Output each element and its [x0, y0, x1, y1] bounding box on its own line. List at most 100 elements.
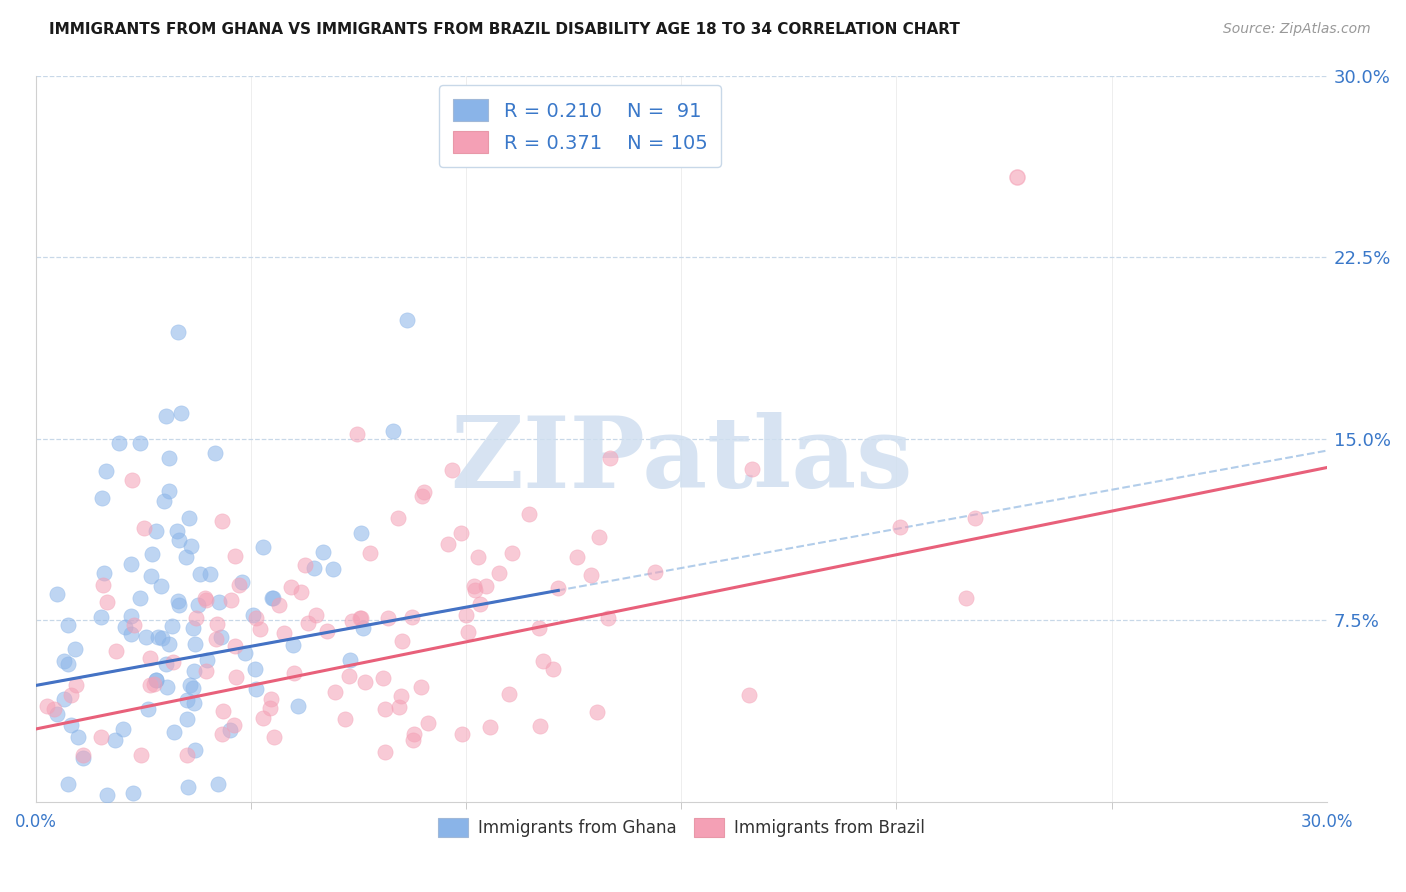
- Point: [451, 727, 474, 741]
- Point: [529, 719, 551, 733]
- Point: [586, 705, 609, 719]
- Point: [60, 688, 83, 702]
- Point: [204, 446, 226, 460]
- Point: [644, 565, 666, 579]
- Text: Source: ZipAtlas.com: Source: ZipAtlas.com: [1223, 22, 1371, 37]
- Point: [290, 585, 312, 599]
- Text: IMMIGRANTS FROM GHANA VS IMMIGRANTS FROM BRAZIL DISABILITY AGE 18 TO 34 CORRELAT: IMMIGRANTS FROM GHANA VS IMMIGRANTS FROM…: [49, 22, 960, 37]
- Point: [450, 526, 472, 541]
- Point: [152, 494, 174, 508]
- Point: [96, 595, 118, 609]
- Point: [44, 702, 66, 716]
- Point: [245, 611, 267, 625]
- Point: [322, 562, 344, 576]
- Point: [287, 698, 309, 713]
- Point: [122, 786, 145, 800]
- Point: [145, 673, 167, 687]
- Point: [72, 747, 94, 762]
- Point: [531, 654, 554, 668]
- Point: [96, 788, 118, 802]
- Point: [174, 549, 197, 564]
- Point: [262, 591, 284, 605]
- Point: [207, 595, 229, 609]
- Point: [374, 702, 396, 716]
- Point: [155, 409, 177, 424]
- Point: [190, 567, 212, 582]
- Point: [194, 592, 217, 607]
- Point: [437, 537, 460, 551]
- Point: [1005, 170, 1028, 185]
- Point: [475, 578, 498, 592]
- Point: [212, 704, 235, 718]
- Point: [316, 624, 339, 638]
- Point: [478, 720, 501, 734]
- Point: [205, 632, 228, 646]
- Point: [464, 582, 486, 597]
- Point: [741, 461, 763, 475]
- Point: [157, 450, 180, 465]
- Point: [411, 680, 433, 694]
- Point: [263, 730, 285, 744]
- Point: [96, 464, 118, 478]
- Point: [107, 436, 129, 450]
- Point: [162, 656, 184, 670]
- Point: [323, 684, 346, 698]
- Point: [402, 732, 425, 747]
- Point: [141, 547, 163, 561]
- Point: [269, 598, 291, 612]
- Point: [219, 593, 242, 607]
- Point: [65, 641, 87, 656]
- Point: [381, 424, 404, 438]
- Point: [245, 681, 267, 696]
- Point: [176, 712, 198, 726]
- Point: [155, 657, 177, 671]
- Point: [235, 646, 257, 660]
- Point: [294, 558, 316, 572]
- Point: [72, 751, 94, 765]
- Point: [377, 611, 399, 625]
- Point: [457, 625, 479, 640]
- Point: [305, 607, 328, 622]
- Point: [224, 718, 246, 732]
- Point: [565, 549, 588, 564]
- Point: [145, 673, 167, 688]
- Point: [596, 610, 619, 624]
- Point: [249, 622, 271, 636]
- Point: [501, 546, 523, 560]
- Point: [463, 579, 485, 593]
- Point: [166, 524, 188, 538]
- Point: [121, 473, 143, 487]
- Point: [224, 639, 246, 653]
- Point: [120, 626, 142, 640]
- Point: [169, 599, 191, 613]
- Point: [67, 731, 90, 745]
- Point: [211, 727, 233, 741]
- Point: [194, 664, 217, 678]
- Point: [141, 569, 163, 583]
- Point: [143, 677, 166, 691]
- Point: [401, 610, 423, 624]
- Point: [225, 669, 247, 683]
- Point: [132, 521, 155, 535]
- Point: [302, 561, 325, 575]
- Point: [396, 313, 419, 327]
- Point: [184, 743, 207, 757]
- Point: [889, 520, 911, 534]
- Text: ZIPatlas: ZIPatlas: [450, 412, 912, 508]
- Point: [56, 777, 79, 791]
- Point: [157, 483, 180, 498]
- Point: [198, 566, 221, 581]
- Point: [387, 511, 409, 525]
- Point: [467, 550, 489, 565]
- Point: [183, 664, 205, 678]
- Point: [273, 625, 295, 640]
- Point: [131, 747, 153, 762]
- Point: [176, 780, 198, 794]
- Point: [359, 546, 381, 560]
- Point: [150, 631, 173, 645]
- Point: [350, 526, 373, 541]
- Point: [402, 727, 425, 741]
- Point: [354, 675, 377, 690]
- Point: [527, 621, 550, 635]
- Point: [311, 544, 333, 558]
